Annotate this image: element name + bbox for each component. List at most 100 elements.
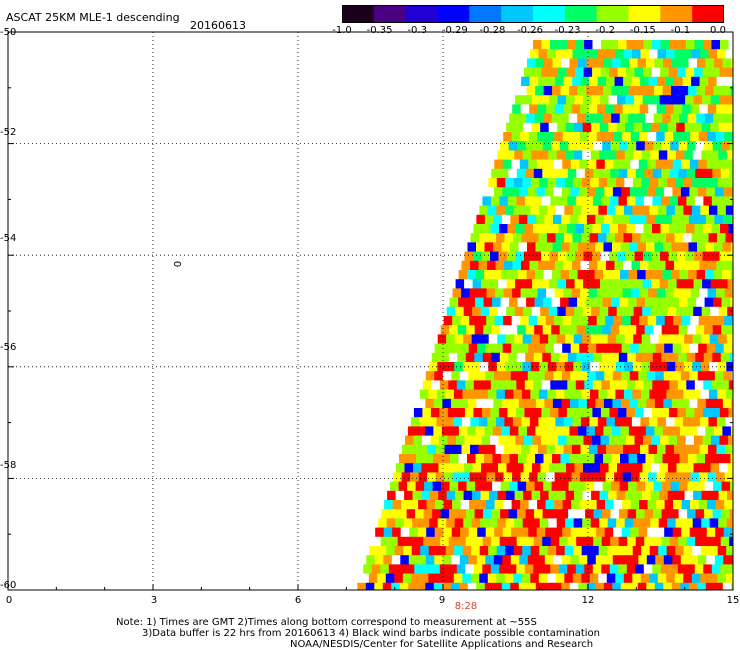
data-cell xyxy=(706,555,716,565)
data-cell xyxy=(552,86,561,96)
data-cell xyxy=(725,76,734,87)
data-cell xyxy=(467,242,477,252)
data-cell xyxy=(590,362,600,372)
data-cell xyxy=(395,518,404,528)
data-cell xyxy=(441,426,451,436)
data-cell xyxy=(437,362,447,372)
data-cell xyxy=(425,371,435,381)
data-cell xyxy=(461,472,470,482)
data-cell xyxy=(714,582,724,590)
data-cell xyxy=(690,288,700,298)
data-cell xyxy=(704,297,714,308)
data-cell xyxy=(688,86,697,96)
colorbar-swatch xyxy=(469,5,502,23)
data-cell xyxy=(566,408,576,418)
data-cell xyxy=(436,389,446,400)
data-cell xyxy=(586,242,596,252)
data-cell xyxy=(576,536,585,547)
data-cell xyxy=(547,573,557,584)
data-cell xyxy=(570,527,580,538)
data-cell xyxy=(443,527,452,538)
data-cell xyxy=(534,481,544,492)
data-cell xyxy=(709,362,719,372)
data-cell xyxy=(392,500,402,510)
data-cell xyxy=(665,472,674,482)
data-cell xyxy=(454,518,464,528)
data-cell xyxy=(591,122,600,133)
data-cell xyxy=(629,214,639,225)
data-cell xyxy=(596,132,606,142)
data-cell xyxy=(473,408,483,418)
data-cell xyxy=(496,178,506,188)
data-cell xyxy=(634,95,643,105)
data-cell xyxy=(552,426,562,436)
data-cell xyxy=(486,472,496,482)
data-cell xyxy=(633,518,642,528)
data-cell xyxy=(567,224,576,234)
data-cell xyxy=(722,426,732,436)
data-cell xyxy=(504,444,513,455)
data-cell xyxy=(618,380,628,390)
data-cell xyxy=(607,546,616,556)
data-cell xyxy=(637,426,647,436)
data-cell xyxy=(650,518,659,528)
data-cell xyxy=(401,472,411,482)
data-cell xyxy=(408,582,418,590)
data-cell xyxy=(574,463,584,473)
data-cell xyxy=(695,325,705,335)
data-cell xyxy=(472,306,481,317)
data-cell xyxy=(581,178,591,188)
data-cell xyxy=(699,104,708,114)
data-cell xyxy=(539,150,549,160)
data-cell xyxy=(560,426,570,436)
data-cell xyxy=(729,325,734,335)
data-cell xyxy=(572,49,582,59)
data-cell xyxy=(540,279,550,289)
data-cell xyxy=(469,500,478,510)
data-cell xyxy=(663,582,673,590)
data-cell xyxy=(592,435,601,446)
data-cell xyxy=(385,573,395,584)
data-cell xyxy=(532,435,542,446)
data-cell xyxy=(623,233,633,243)
data-cell xyxy=(694,224,704,234)
data-cell xyxy=(716,444,726,455)
data-cell xyxy=(713,426,723,436)
data-cell xyxy=(516,536,526,547)
data-cell xyxy=(547,205,557,216)
data-cell xyxy=(390,481,399,492)
data-cell xyxy=(636,141,645,151)
data-cell xyxy=(691,444,700,455)
data-cell xyxy=(651,408,661,418)
y-label-54: -54 xyxy=(0,233,17,244)
data-cell xyxy=(442,555,452,565)
data-cell xyxy=(469,472,479,482)
data-cell xyxy=(407,454,417,464)
data-cell xyxy=(533,168,543,179)
data-cell xyxy=(512,417,522,427)
data-cell xyxy=(555,49,565,59)
data-cell xyxy=(701,490,711,501)
data-cell xyxy=(665,104,674,114)
data-cell xyxy=(633,122,643,133)
data-cell xyxy=(632,546,642,556)
data-cell xyxy=(533,224,542,234)
data-cell xyxy=(657,444,666,455)
colorbar-tick-label: -0.15 xyxy=(629,25,656,36)
data-cell xyxy=(610,168,620,179)
data-cell xyxy=(671,582,681,590)
data-cell xyxy=(612,555,622,565)
data-cell xyxy=(521,389,531,400)
data-cell xyxy=(632,178,642,188)
data-cell xyxy=(488,518,498,528)
data-cell xyxy=(586,86,595,96)
data-cell xyxy=(480,490,490,501)
data-cell xyxy=(635,40,644,50)
data-cell xyxy=(729,509,734,519)
data-cell xyxy=(645,270,655,280)
data-cell xyxy=(594,481,603,492)
data-cell xyxy=(722,214,732,225)
data-cell xyxy=(657,417,667,427)
data-cell xyxy=(489,490,498,501)
